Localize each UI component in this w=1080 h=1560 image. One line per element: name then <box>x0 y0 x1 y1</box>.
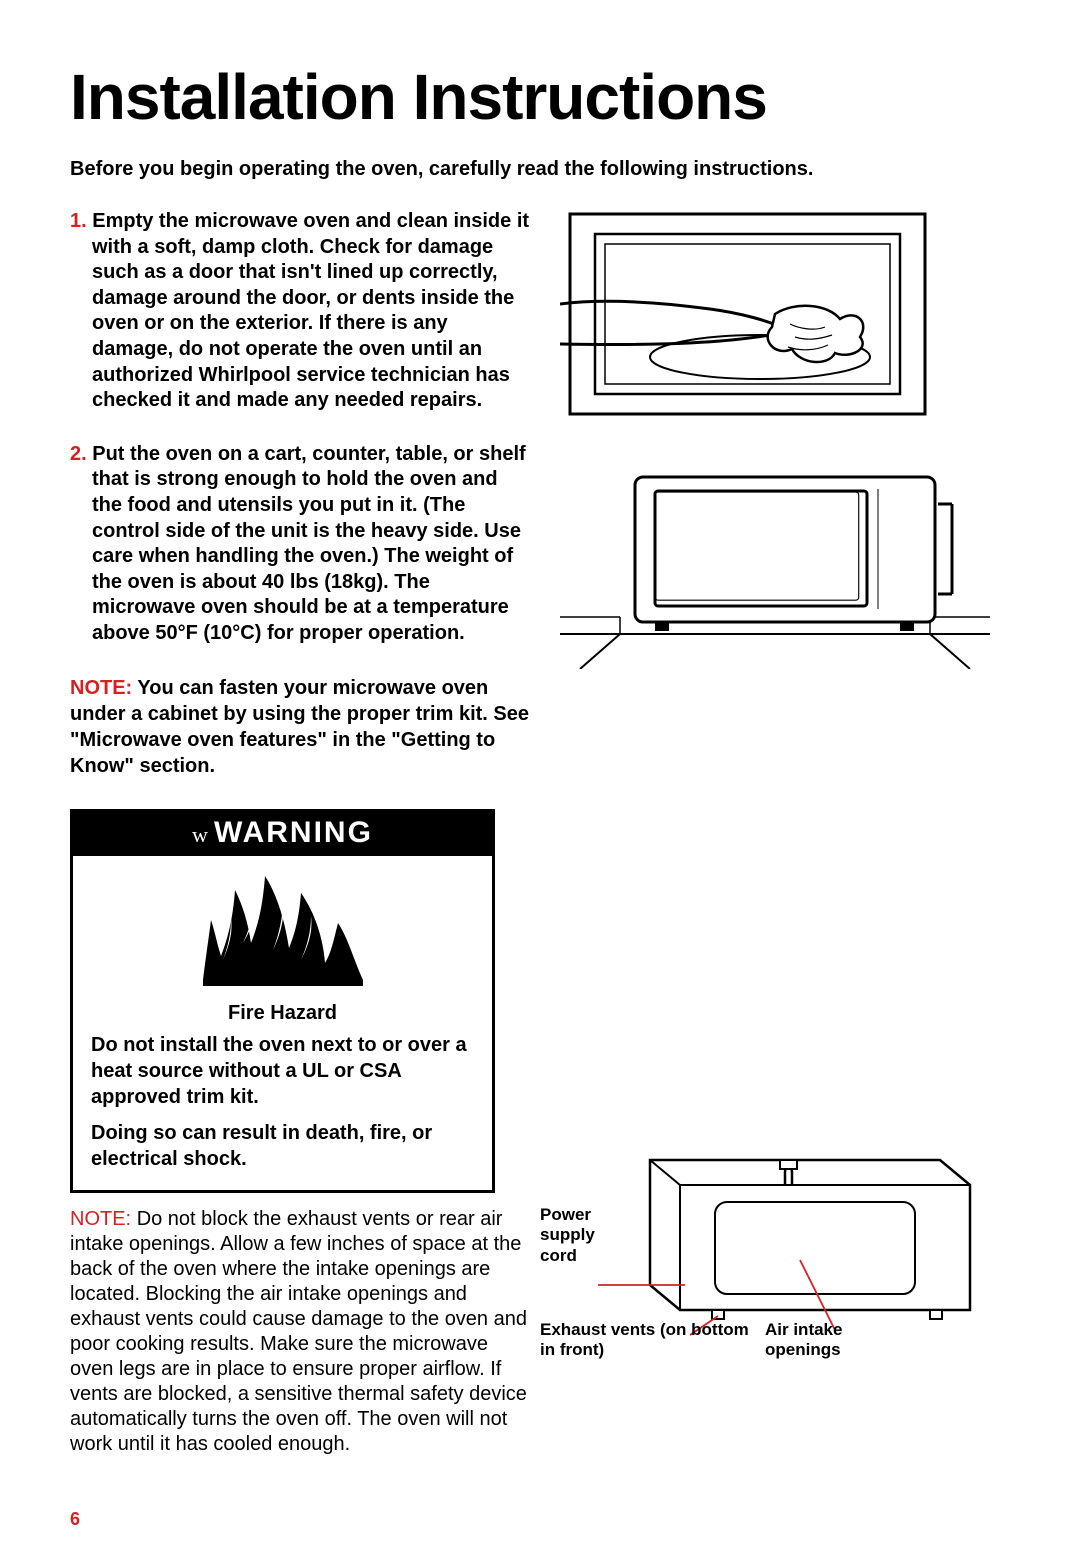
step-1: 1. Empty the microwave oven and clean in… <box>70 209 530 414</box>
note-2-text: Do not block the exhaust vents or rear a… <box>70 1208 527 1455</box>
note-1-text: You can fasten your microwave oven under… <box>70 677 529 777</box>
label-power-cord: Power supply cord <box>540 1205 610 1266</box>
step-2-number: 2. <box>70 443 87 465</box>
step-1-number: 1. <box>70 210 87 232</box>
note-1: NOTE: You can fasten your microwave oven… <box>70 675 530 779</box>
warning-p2: Doing so can result in death, fire, or e… <box>91 1120 474 1172</box>
warning-hazard-title: Fire Hazard <box>91 1000 474 1026</box>
page-title: Installation Instructions <box>70 60 1010 134</box>
label-exhaust-vents: Exhaust vents (on bottom in front) <box>540 1320 755 1361</box>
illustration-cleaning <box>560 209 990 429</box>
warning-word: WARNING <box>214 816 373 849</box>
step-2: 2. Put the oven on a cart, counter, tabl… <box>70 442 530 647</box>
label-air-intake: Air intake openings <box>765 1320 875 1361</box>
flame-icon <box>73 856 492 996</box>
intro-text: Before you begin operating the oven, car… <box>70 158 1010 181</box>
illustration-counter <box>560 459 990 674</box>
warning-header: wWARNING <box>73 812 492 856</box>
warning-box: wWARNING Fire Hazard Do not install the … <box>70 809 495 1193</box>
instructions-column: 1. Empty the microwave oven and clean in… <box>70 209 530 1457</box>
warning-p1: Do not install the oven next to or over … <box>91 1032 474 1110</box>
note-1-label: NOTE: <box>70 677 132 699</box>
diagram-rear-vents: Power supply cord Exhaust vents (on bott… <box>540 1130 1020 1375</box>
note-2-label: NOTE: <box>70 1208 131 1230</box>
step-2-text: Put the oven on a cart, counter, table, … <box>92 443 526 644</box>
page-number: 6 <box>70 1509 80 1530</box>
note-2: NOTE: Do not block the exhaust vents or … <box>70 1207 530 1457</box>
warning-prefix: w <box>192 822 208 847</box>
step-1-text: Empty the microwave oven and clean insid… <box>92 210 529 411</box>
